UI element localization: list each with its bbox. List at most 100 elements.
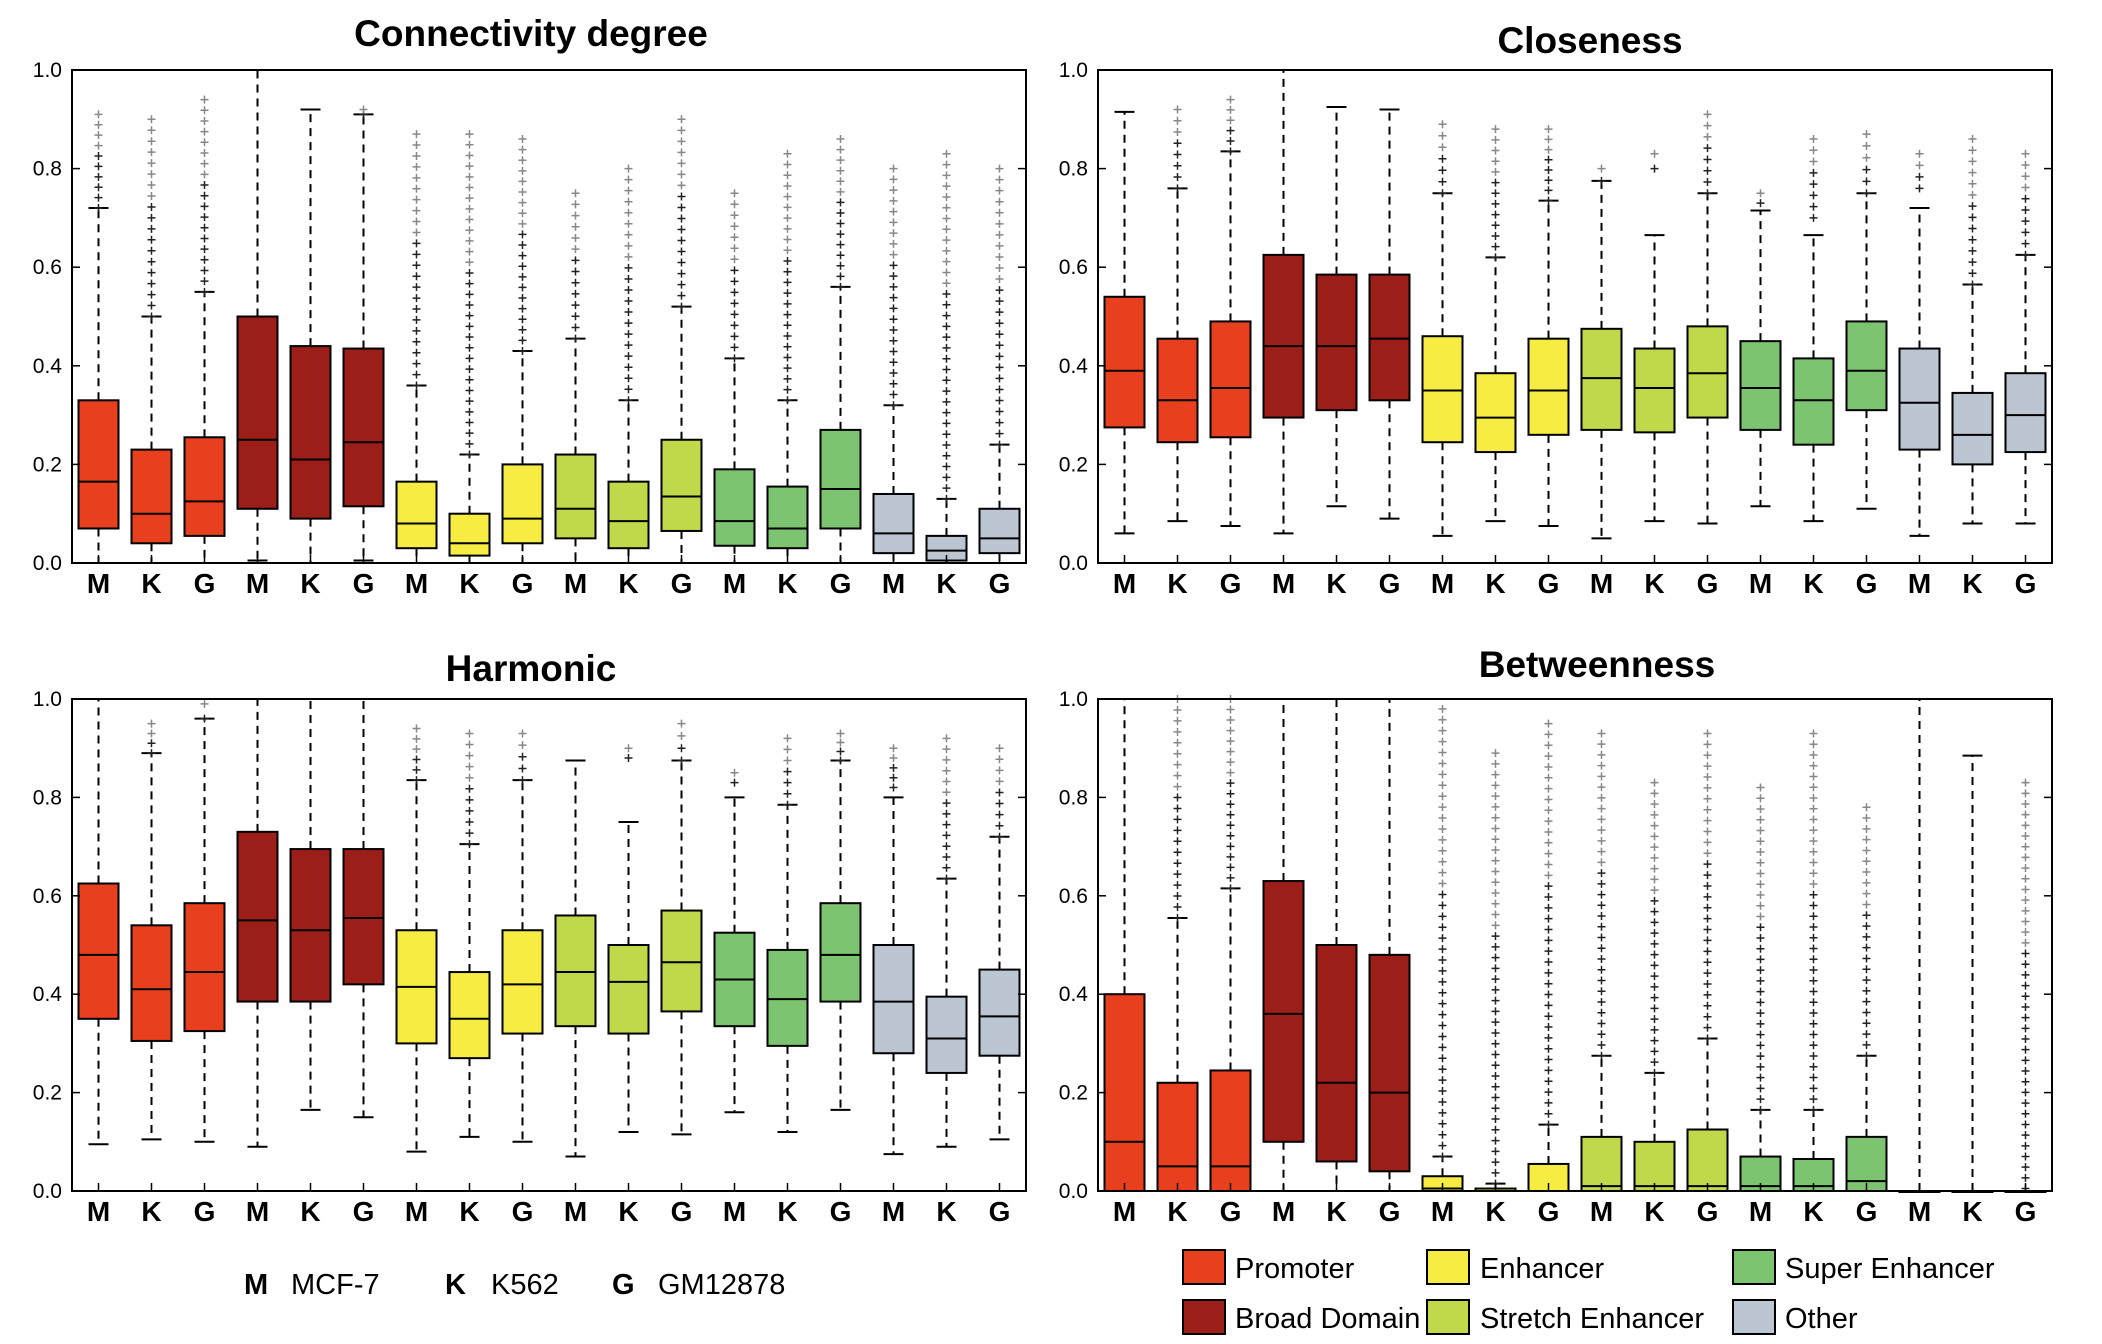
- outlier-marker: [2021, 842, 2030, 851]
- outlier-marker: [412, 315, 421, 324]
- outlier-marker: [2021, 161, 2030, 170]
- x-tick-label: G: [1697, 1196, 1719, 1227]
- outliers: [995, 164, 1004, 449]
- outlier-marker: [412, 724, 421, 733]
- outlier-marker: [942, 755, 951, 764]
- outlier-marker: [1809, 836, 1818, 845]
- outlier-marker: [1544, 968, 1553, 977]
- x-tick-label: G: [512, 568, 534, 599]
- outlier-marker: [1756, 794, 1765, 803]
- outliers: [1809, 135, 1818, 222]
- outlier-marker: [465, 397, 474, 406]
- outlier-marker: [1862, 141, 1871, 150]
- outlier-marker: [1650, 993, 1659, 1002]
- outlier-marker: [412, 151, 421, 160]
- outlier-marker: [783, 745, 792, 754]
- outlier-marker: [2021, 217, 2030, 226]
- outlier-marker: [2021, 1045, 2030, 1054]
- box-stretch-enhancer-m: [554, 759, 597, 1158]
- outlier-marker: [942, 279, 951, 288]
- outlier-marker: [1597, 869, 1606, 878]
- outlier-marker: [836, 219, 845, 228]
- outlier-marker: [1438, 879, 1447, 888]
- x-tick-label: G: [671, 568, 693, 599]
- box-body: [554, 914, 597, 1028]
- outlier-marker: [1226, 810, 1235, 819]
- outlier-marker: [995, 319, 1004, 328]
- outlier-marker: [465, 268, 474, 277]
- outliers: [995, 744, 1004, 841]
- box-body: [1845, 1135, 1888, 1193]
- outlier-marker: [1862, 911, 1871, 920]
- plot-frame: [1097, 69, 2053, 564]
- x-tick-label: K: [1326, 568, 1346, 599]
- outlier-marker: [1862, 954, 1871, 963]
- outlier-marker: [995, 286, 1004, 295]
- outlier-marker: [200, 138, 209, 147]
- outlier-marker: [1226, 789, 1235, 798]
- outlier-marker: [1438, 166, 1447, 175]
- outlier-marker: [942, 777, 951, 786]
- outlier-marker: [412, 765, 421, 774]
- outlier-marker: [1438, 770, 1447, 779]
- outlier-marker: [1862, 803, 1871, 812]
- outlier-marker: [1968, 269, 1977, 278]
- outlier-marker: [1809, 191, 1818, 200]
- outliers: [1438, 704, 1447, 1161]
- outlier-marker: [1703, 925, 1712, 934]
- outlier-marker: [1597, 955, 1606, 964]
- outlier-marker: [1597, 815, 1606, 824]
- outlier-marker: [147, 257, 156, 266]
- outlier-marker: [942, 820, 951, 829]
- box-super-enhancer-g: [1845, 130, 1888, 510]
- outlier-marker: [1491, 1039, 1500, 1048]
- legend-swatch-promoter: [1182, 1249, 1226, 1285]
- outliers: [465, 729, 474, 849]
- x-tick-label: M: [1749, 1196, 1772, 1227]
- outlier-marker: [1226, 758, 1235, 767]
- outliers: [730, 189, 739, 363]
- outlier-marker: [1491, 1158, 1500, 1167]
- outlier-marker: [889, 239, 898, 248]
- outlier-marker: [1491, 1136, 1500, 1145]
- outlier-marker: [1756, 998, 1765, 1007]
- outlier-marker: [1173, 716, 1182, 725]
- outlier-marker: [624, 374, 633, 383]
- outlier-marker: [1597, 922, 1606, 931]
- outlier-marker: [412, 381, 421, 390]
- outlier-marker: [1862, 177, 1871, 186]
- outlier-marker: [1809, 1041, 1818, 1050]
- region-legend: Promoter Enhancer Super Enhancer Broad D…: [1182, 1249, 1995, 1335]
- outlier-marker: [995, 832, 1004, 841]
- outlier-marker: [1491, 770, 1500, 779]
- outlier-marker: [1173, 139, 1182, 148]
- outliers: [1544, 719, 1553, 1129]
- outlier-marker: [942, 419, 951, 428]
- x-tick-label: K: [1167, 1196, 1187, 1227]
- y-tick-label: 0.2: [33, 453, 62, 476]
- outlier-marker: [1173, 837, 1182, 846]
- box-other-g: [2004, 149, 2047, 525]
- box-body: [1315, 944, 1358, 1163]
- outlier-marker: [730, 778, 739, 787]
- outlier-marker: [2021, 1109, 2030, 1118]
- outlier-marker: [1650, 896, 1659, 905]
- outlier-marker: [624, 219, 633, 228]
- x-tick-label: G: [2015, 568, 2037, 599]
- box-promoter-k: [1156, 695, 1199, 1193]
- outlier-marker: [2021, 1152, 2030, 1161]
- outlier-marker: [1544, 1055, 1553, 1064]
- outlier-marker: [1438, 1021, 1447, 1030]
- outlier-marker: [1703, 794, 1712, 803]
- outliers: [1862, 803, 1871, 1060]
- outlier-marker: [412, 337, 421, 346]
- outlier-marker: [1544, 773, 1553, 782]
- outlier-marker: [147, 148, 156, 157]
- outlier-marker: [1544, 1033, 1553, 1042]
- outlier-marker: [1756, 880, 1765, 889]
- outlier-marker: [1650, 843, 1659, 852]
- outliers: [1226, 695, 1235, 893]
- box-enhancer-m: [395, 130, 438, 564]
- outlier-marker: [1650, 950, 1659, 959]
- y-tick-label: 0.0: [1059, 1180, 1088, 1203]
